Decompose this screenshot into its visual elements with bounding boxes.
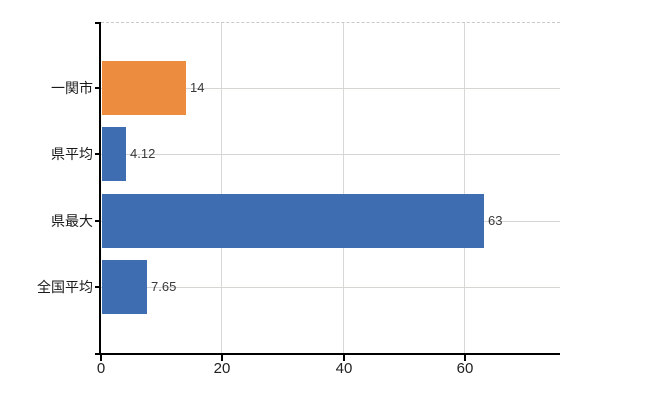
y-tick-mark xyxy=(95,286,101,288)
grid-line-vertical xyxy=(464,22,465,353)
bar xyxy=(102,61,186,115)
value-label: 4.12 xyxy=(130,146,156,161)
x-tick-label: 40 xyxy=(335,360,353,377)
bar xyxy=(102,127,126,181)
plot-border-top xyxy=(101,22,560,23)
value-label: 63 xyxy=(488,213,503,228)
bar xyxy=(102,260,147,314)
y-axis xyxy=(99,22,101,355)
grid-line-vertical xyxy=(343,22,344,353)
x-tick-mark xyxy=(100,355,102,361)
y-tick-mark xyxy=(95,153,101,155)
grid-line-horizontal xyxy=(101,88,560,89)
category-label: 全国平均 xyxy=(37,279,93,295)
x-axis xyxy=(95,353,560,355)
bar xyxy=(102,194,484,248)
category-label: 一関市 xyxy=(51,80,93,96)
category-label: 県最大 xyxy=(51,213,93,229)
x-tick-mark xyxy=(464,355,466,361)
value-label: 14 xyxy=(190,80,205,95)
y-tick-mark xyxy=(95,87,101,89)
category-label: 県平均 xyxy=(51,146,93,162)
x-tick-mark xyxy=(343,355,345,361)
grid-line-horizontal xyxy=(101,154,560,155)
x-tick-label: 0 xyxy=(96,360,106,377)
y-tick-mark-top xyxy=(95,22,101,24)
grid-line-horizontal xyxy=(101,287,560,288)
grid-line-vertical xyxy=(221,22,222,353)
y-tick-mark xyxy=(95,220,101,222)
value-label: 7.65 xyxy=(151,279,177,294)
x-tick-label: 60 xyxy=(456,360,474,377)
x-tick-label: 20 xyxy=(213,360,231,377)
x-tick-mark xyxy=(221,355,223,361)
